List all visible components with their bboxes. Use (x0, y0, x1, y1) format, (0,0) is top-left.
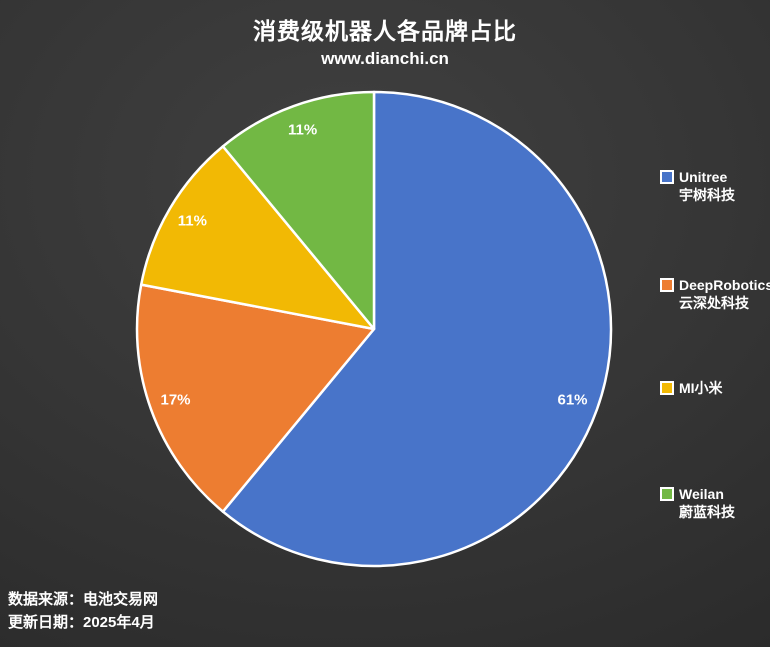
legend-swatch-icon (660, 170, 674, 184)
update-date-line: 更新日期：2025年4月 (8, 614, 155, 631)
pie-slice-0 (221, 90, 613, 568)
chart-header: 消费级机器人各品牌占比 www.dianchi.cn (0, 12, 770, 69)
legend-item-weilan: Weilan 蔚蓝科技 (660, 485, 735, 521)
slice-label-0: 61% (557, 391, 587, 408)
legend-label: Unitree (679, 169, 728, 185)
data-source-line: 数据来源：电池交易网 (8, 591, 159, 608)
source-info: 数据来源：电池交易网 更新日期：2025年4月 (8, 588, 158, 634)
legend-swatch-icon (660, 381, 674, 395)
slice-label-2: 11% (178, 213, 207, 230)
legend-label: Weilan (679, 486, 724, 502)
legend-item-mi: MI小米 (660, 379, 723, 397)
page-subtitle: www.dianchi.cn (321, 49, 449, 68)
legend: Unitree 宇树科技 DeepRobotics 云深处科技 MI小米 Wei… (660, 0, 770, 647)
legend-swatch-icon (660, 487, 674, 501)
legend-sublabel: 蔚蓝科技 (679, 504, 735, 520)
page-title: 消费级机器人各品牌占比 (253, 18, 517, 44)
pie-slice-2 (139, 145, 376, 331)
slice-label-1: 17% (160, 391, 190, 408)
slice-label-3: 11% (288, 121, 317, 138)
pie-slice-1 (135, 283, 376, 513)
legend-sublabel: 宇树科技 (679, 187, 735, 203)
legend-label: MI小米 (679, 380, 723, 396)
legend-label: DeepRobotics (679, 277, 770, 293)
pie-slice-3 (221, 90, 376, 331)
legend-sublabel: 云深处科技 (679, 295, 749, 311)
legend-swatch-icon (660, 278, 674, 292)
legend-item-deeprobotics: DeepRobotics 云深处科技 (660, 276, 770, 312)
legend-item-unitree: Unitree 宇树科技 (660, 168, 735, 204)
